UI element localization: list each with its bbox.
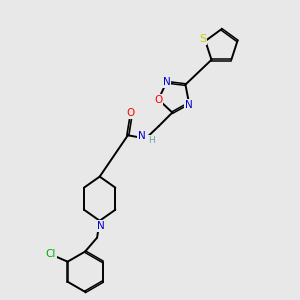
Text: N: N	[98, 221, 105, 231]
Text: H: H	[148, 136, 155, 145]
Text: O: O	[126, 108, 135, 118]
Text: Cl: Cl	[46, 249, 56, 259]
Text: N: N	[138, 131, 146, 141]
Text: S: S	[199, 34, 206, 44]
Text: O: O	[154, 94, 163, 104]
Text: N: N	[163, 77, 170, 87]
Text: N: N	[185, 100, 193, 110]
